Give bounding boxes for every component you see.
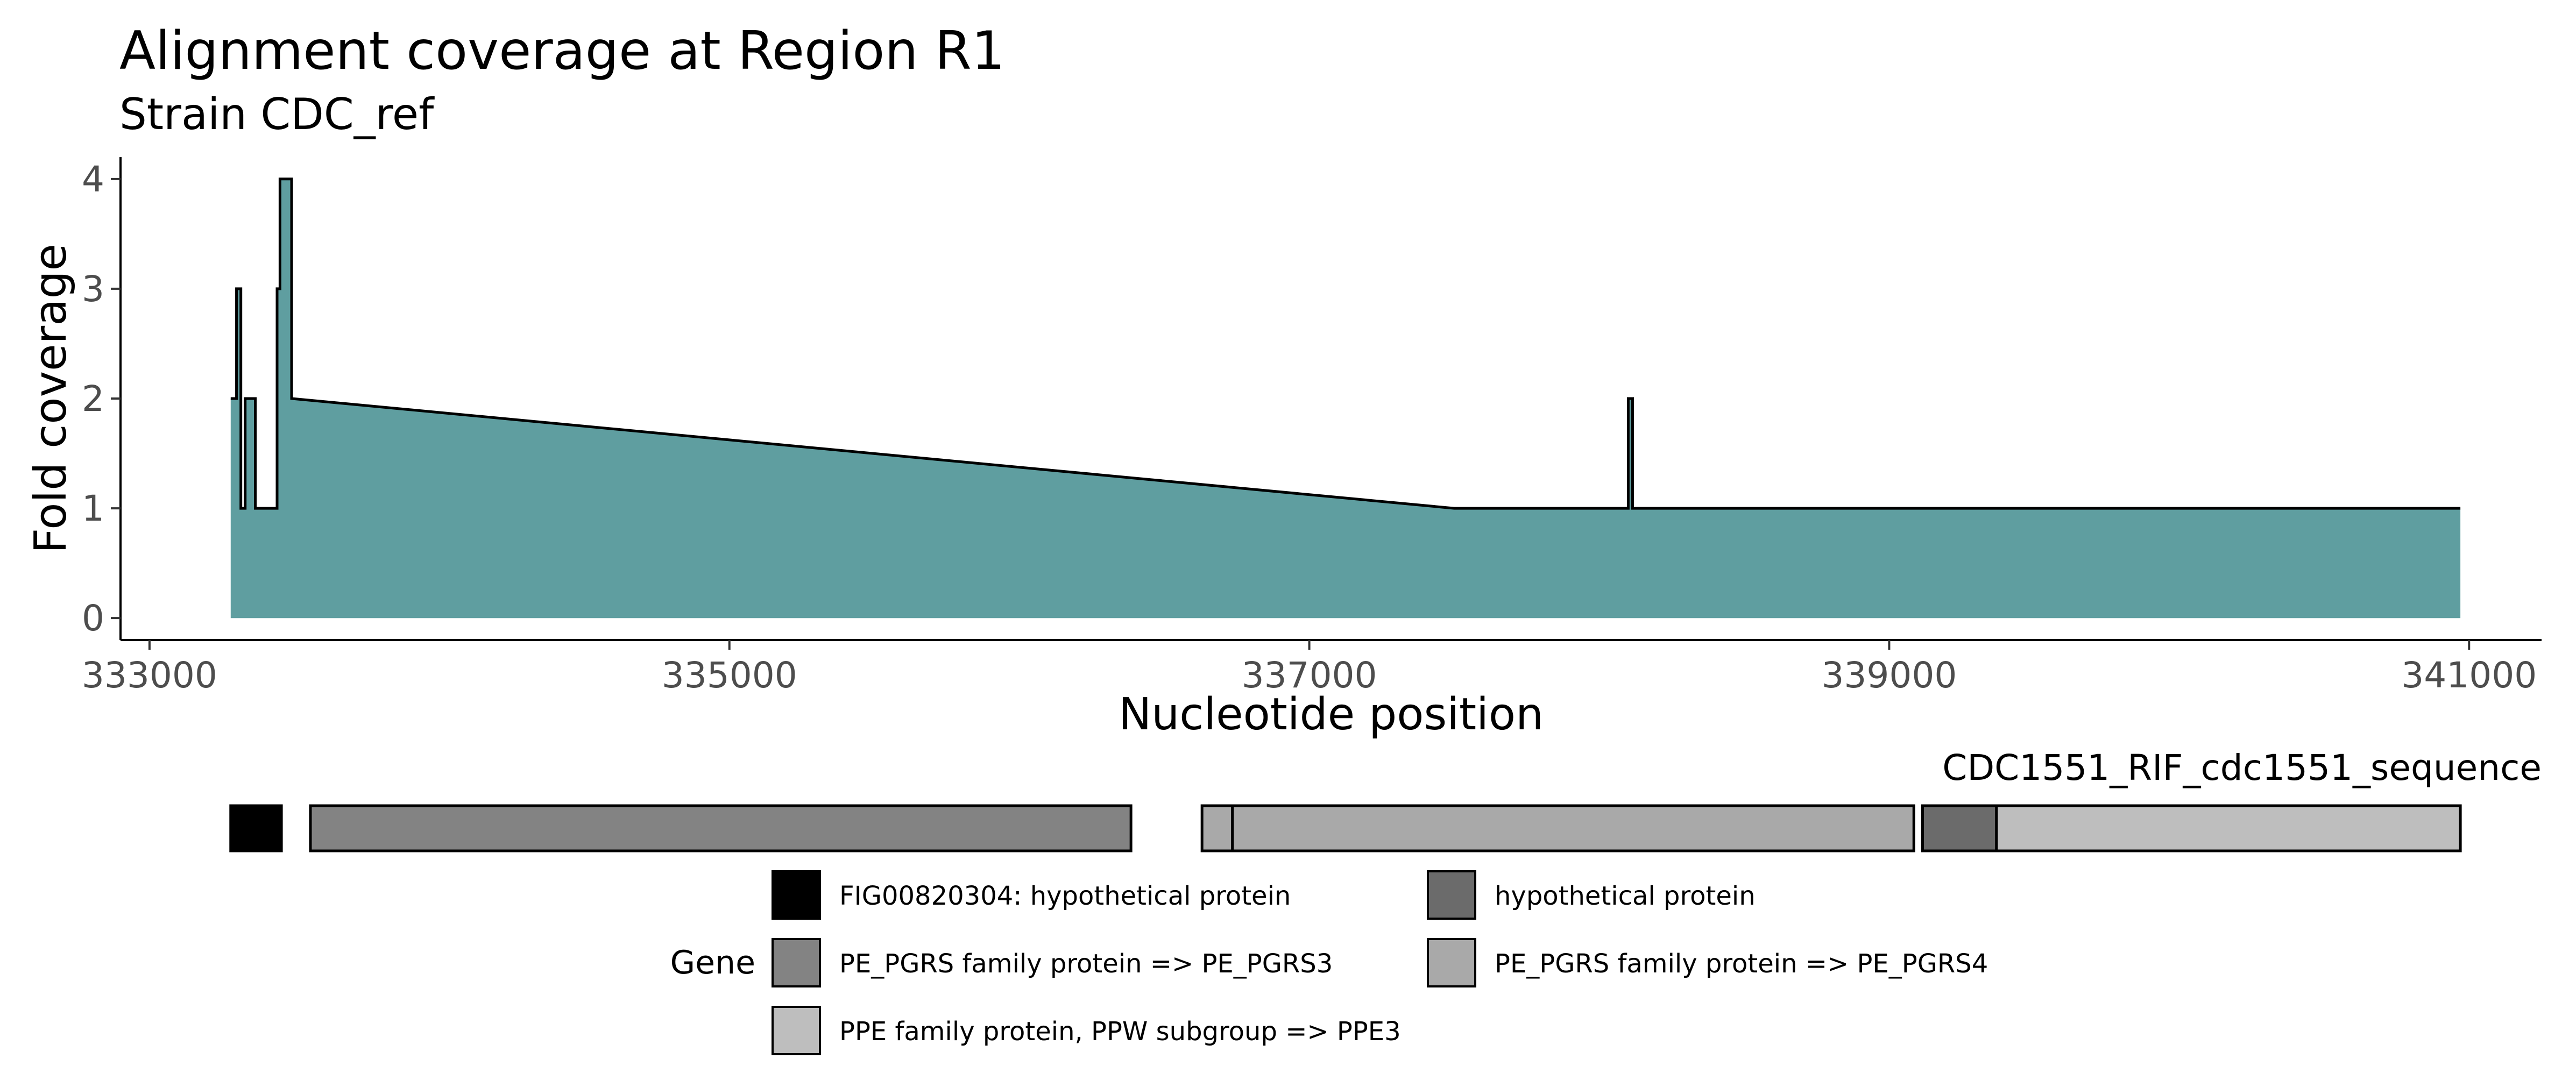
- y-tick-label: 2: [82, 378, 104, 420]
- chart-subtitle: Strain CDC_ref: [119, 89, 434, 139]
- legend-label: PE_PGRS family protein => PE_PGRS4: [1495, 949, 1988, 979]
- plot-area: 0 1 2 3 4 333000 335000 337000 339000 341000 Nucle…: [25, 157, 2542, 740]
- gene-track-label: CDC1551_RIF_cdc1551_sequence: [1942, 747, 2542, 788]
- y-axis-title: Fold coverage: [25, 244, 76, 553]
- gene-block: [309, 804, 1133, 852]
- legend-key: [1427, 870, 1476, 920]
- legend-label: PE_PGRS family protein => PE_PGRS3: [839, 949, 1333, 979]
- legend-key: [772, 1006, 821, 1055]
- gene-block: [1200, 804, 1234, 852]
- gene-block: [1995, 804, 2462, 852]
- y-tick-label: 4: [82, 159, 104, 200]
- gene-track: CDC1551_RIF_cdc1551_sequence: [229, 747, 2542, 852]
- x-tick-label: 341000: [2401, 655, 2537, 696]
- x-tick-label: 335000: [662, 655, 797, 696]
- y-tick-label: 3: [82, 268, 104, 310]
- x-tick-label: 337000: [1242, 655, 1377, 696]
- coverage-area: [230, 179, 2461, 619]
- legend-key: [772, 870, 821, 920]
- legend-title: Gene: [670, 944, 755, 982]
- legend-label: hypothetical protein: [1495, 881, 1756, 911]
- x-tick-label: 333000: [82, 655, 217, 696]
- gene-block: [1921, 804, 1998, 852]
- coverage-outline: [230, 177, 2461, 510]
- chart-title: Alignment coverage at Region R1: [119, 20, 1006, 82]
- y-tick-label: 1: [82, 488, 104, 529]
- legend-label: FIG00820304: hypothetical protein: [839, 881, 1291, 911]
- gene-legend: Gene FIG00820304: hypothetical protein hyp…: [670, 870, 1988, 1055]
- y-tick-label: 0: [82, 598, 104, 639]
- x-tick-label: 339000: [1821, 655, 1957, 696]
- x-axis-title: Nucleotide position: [1119, 689, 1544, 740]
- legend-key: [1427, 938, 1476, 987]
- legend-key: [772, 938, 821, 987]
- gene-block: [229, 804, 283, 852]
- legend-label: PPE family protein, PPW subgroup => PPE3: [839, 1017, 1401, 1047]
- gene-block: [1231, 804, 1915, 852]
